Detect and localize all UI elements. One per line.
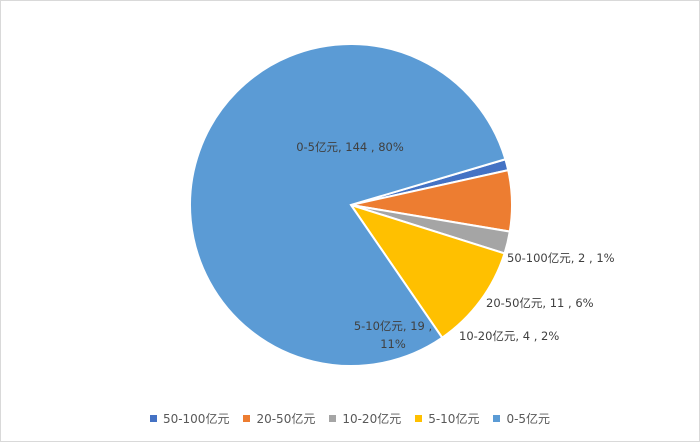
data-label-1: 20-50亿元, 11 , 6% (486, 296, 594, 310)
legend-label: 10-20亿元 (342, 412, 402, 426)
data-label-4: 0-5亿元, 144 , 80% (296, 140, 404, 154)
legend-label: 5-10亿元 (428, 412, 480, 426)
pie-slices (189, 43, 513, 367)
legend-item-0: 50-100亿元 (149, 410, 230, 427)
data-label-0: 50-100亿元, 2 , 1% (507, 251, 615, 265)
legend-label: 50-100亿元 (162, 412, 230, 426)
legend-swatch (149, 415, 157, 422)
pie-slice-4 (189, 43, 507, 367)
legend-swatch (493, 415, 501, 422)
legend-item-1: 20-50亿元 (243, 410, 315, 427)
legend-label: 0-5亿元 (506, 412, 551, 426)
data-label-2: 10-20亿元, 4 , 2% (459, 329, 559, 343)
pie-data-labels: 50-100亿元, 2 , 1% 20-50亿元, 11 , 6% 10-20亿元,… (296, 140, 614, 351)
legend-swatch (243, 415, 251, 422)
data-label-3: 5-10亿元, 19 , 11% (354, 319, 432, 351)
legend-item-4: 0-5亿元 (493, 410, 550, 427)
pie-slice-3 (348, 203, 506, 340)
legend: 50-100亿元 20-50亿元 10-20亿元 5-10亿元 0-5亿元 (1, 410, 699, 427)
legend-item-2: 10-20亿元 (329, 410, 401, 427)
legend-label: 20-50亿元 (256, 412, 316, 426)
legend-swatch (415, 415, 423, 422)
legend-swatch (329, 415, 337, 422)
legend-item-3: 5-10亿元 (415, 410, 479, 427)
